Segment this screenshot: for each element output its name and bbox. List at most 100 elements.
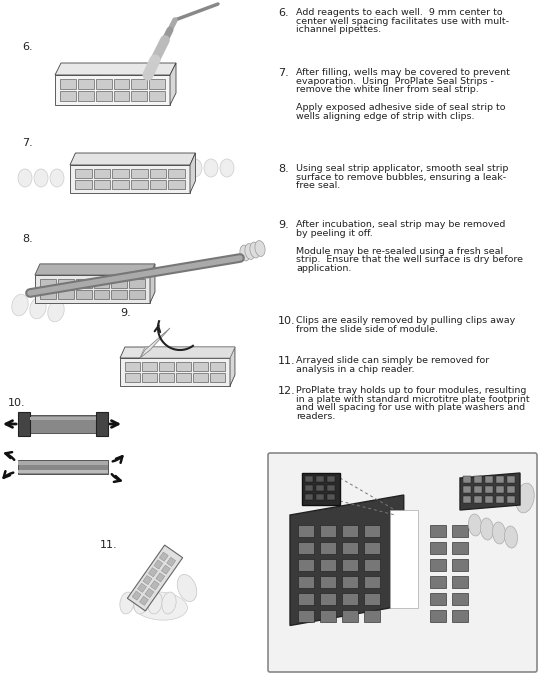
FancyBboxPatch shape — [18, 470, 108, 473]
Polygon shape — [127, 545, 183, 611]
Polygon shape — [150, 581, 159, 590]
Text: 10.: 10. — [8, 398, 26, 408]
FancyBboxPatch shape — [452, 525, 468, 537]
Ellipse shape — [34, 169, 48, 187]
Text: Arrayed slide can simply be removed for: Arrayed slide can simply be removed for — [296, 356, 489, 365]
Text: 12.: 12. — [278, 386, 296, 396]
FancyBboxPatch shape — [364, 542, 380, 554]
Polygon shape — [132, 591, 141, 600]
Text: 9.: 9. — [278, 220, 289, 230]
FancyBboxPatch shape — [193, 362, 208, 371]
Ellipse shape — [204, 159, 218, 177]
FancyBboxPatch shape — [94, 180, 110, 189]
Text: Using seal strip applicator, smooth seal strip: Using seal strip applicator, smooth seal… — [296, 164, 508, 173]
FancyBboxPatch shape — [96, 91, 111, 101]
FancyBboxPatch shape — [474, 486, 482, 493]
FancyBboxPatch shape — [129, 290, 145, 299]
FancyBboxPatch shape — [131, 169, 147, 178]
FancyBboxPatch shape — [430, 542, 446, 554]
FancyBboxPatch shape — [496, 496, 504, 503]
FancyBboxPatch shape — [320, 610, 336, 622]
Text: and well spacing for use with plate washers and: and well spacing for use with plate wash… — [296, 403, 525, 412]
FancyBboxPatch shape — [298, 610, 314, 622]
Polygon shape — [120, 347, 235, 358]
FancyBboxPatch shape — [320, 542, 336, 554]
FancyBboxPatch shape — [390, 510, 418, 607]
Ellipse shape — [48, 300, 64, 322]
Polygon shape — [150, 264, 155, 303]
FancyBboxPatch shape — [60, 91, 76, 101]
Text: 6.: 6. — [22, 42, 33, 52]
FancyBboxPatch shape — [485, 486, 493, 493]
FancyBboxPatch shape — [93, 279, 109, 288]
FancyBboxPatch shape — [111, 279, 127, 288]
FancyBboxPatch shape — [342, 576, 358, 588]
FancyBboxPatch shape — [168, 169, 185, 178]
FancyBboxPatch shape — [485, 476, 493, 483]
Text: evaporation.  Using  ProPlate Seal Strips -: evaporation. Using ProPlate Seal Strips … — [296, 77, 494, 86]
FancyBboxPatch shape — [320, 525, 336, 537]
FancyBboxPatch shape — [507, 486, 515, 493]
Text: 8.: 8. — [22, 234, 33, 244]
Polygon shape — [140, 347, 235, 358]
FancyBboxPatch shape — [342, 593, 358, 605]
FancyBboxPatch shape — [131, 180, 147, 189]
FancyBboxPatch shape — [320, 559, 336, 571]
FancyBboxPatch shape — [114, 91, 129, 101]
Polygon shape — [156, 573, 165, 582]
Text: strip.  Ensure that the well surface is dry before: strip. Ensure that the well surface is d… — [296, 255, 523, 264]
FancyBboxPatch shape — [142, 373, 157, 382]
FancyBboxPatch shape — [96, 79, 111, 89]
Text: 7.: 7. — [278, 68, 289, 78]
Text: After filling, wells may be covered to prevent: After filling, wells may be covered to p… — [296, 68, 510, 77]
Ellipse shape — [177, 575, 197, 602]
FancyBboxPatch shape — [40, 290, 56, 299]
Ellipse shape — [12, 294, 28, 316]
Polygon shape — [145, 588, 154, 598]
FancyBboxPatch shape — [342, 559, 358, 571]
FancyBboxPatch shape — [364, 593, 380, 605]
FancyBboxPatch shape — [112, 169, 129, 178]
FancyBboxPatch shape — [18, 460, 108, 474]
FancyBboxPatch shape — [149, 91, 165, 101]
FancyBboxPatch shape — [142, 362, 157, 371]
Text: surface to remove bubbles, ensuring a leak-: surface to remove bubbles, ensuring a le… — [296, 173, 506, 182]
Ellipse shape — [188, 159, 202, 177]
FancyBboxPatch shape — [364, 610, 380, 622]
Ellipse shape — [18, 169, 32, 187]
Ellipse shape — [516, 483, 534, 513]
FancyBboxPatch shape — [507, 496, 515, 503]
FancyBboxPatch shape — [342, 610, 358, 622]
FancyBboxPatch shape — [463, 486, 471, 493]
Text: ProPlate tray holds up to four modules, resulting: ProPlate tray holds up to four modules, … — [296, 386, 526, 395]
Text: from the slide side of module.: from the slide side of module. — [296, 324, 438, 334]
FancyBboxPatch shape — [364, 559, 380, 571]
FancyBboxPatch shape — [342, 525, 358, 537]
Text: 6.: 6. — [278, 8, 289, 18]
Ellipse shape — [492, 522, 506, 544]
FancyBboxPatch shape — [305, 494, 313, 500]
FancyBboxPatch shape — [485, 496, 493, 503]
FancyBboxPatch shape — [210, 373, 225, 382]
Ellipse shape — [162, 592, 176, 614]
Text: in a plate with standard microtitre plate footprint: in a plate with standard microtitre plat… — [296, 394, 530, 404]
FancyBboxPatch shape — [430, 610, 446, 622]
FancyBboxPatch shape — [320, 593, 336, 605]
Ellipse shape — [120, 592, 134, 614]
Text: free seal.: free seal. — [296, 181, 340, 190]
FancyBboxPatch shape — [93, 290, 109, 299]
FancyBboxPatch shape — [132, 91, 147, 101]
Text: remove the white liner from seal strip.: remove the white liner from seal strip. — [296, 85, 479, 95]
FancyBboxPatch shape — [430, 525, 446, 537]
Ellipse shape — [480, 518, 494, 540]
Ellipse shape — [468, 514, 482, 536]
FancyBboxPatch shape — [149, 79, 165, 89]
Ellipse shape — [133, 592, 187, 620]
Text: After incubation, seal strip may be removed: After incubation, seal strip may be remo… — [296, 220, 506, 229]
Text: application.: application. — [296, 264, 352, 273]
FancyBboxPatch shape — [364, 525, 380, 537]
FancyBboxPatch shape — [58, 279, 74, 288]
FancyBboxPatch shape — [18, 461, 108, 465]
Text: ichannel pipettes.: ichannel pipettes. — [296, 25, 381, 34]
FancyBboxPatch shape — [132, 79, 147, 89]
